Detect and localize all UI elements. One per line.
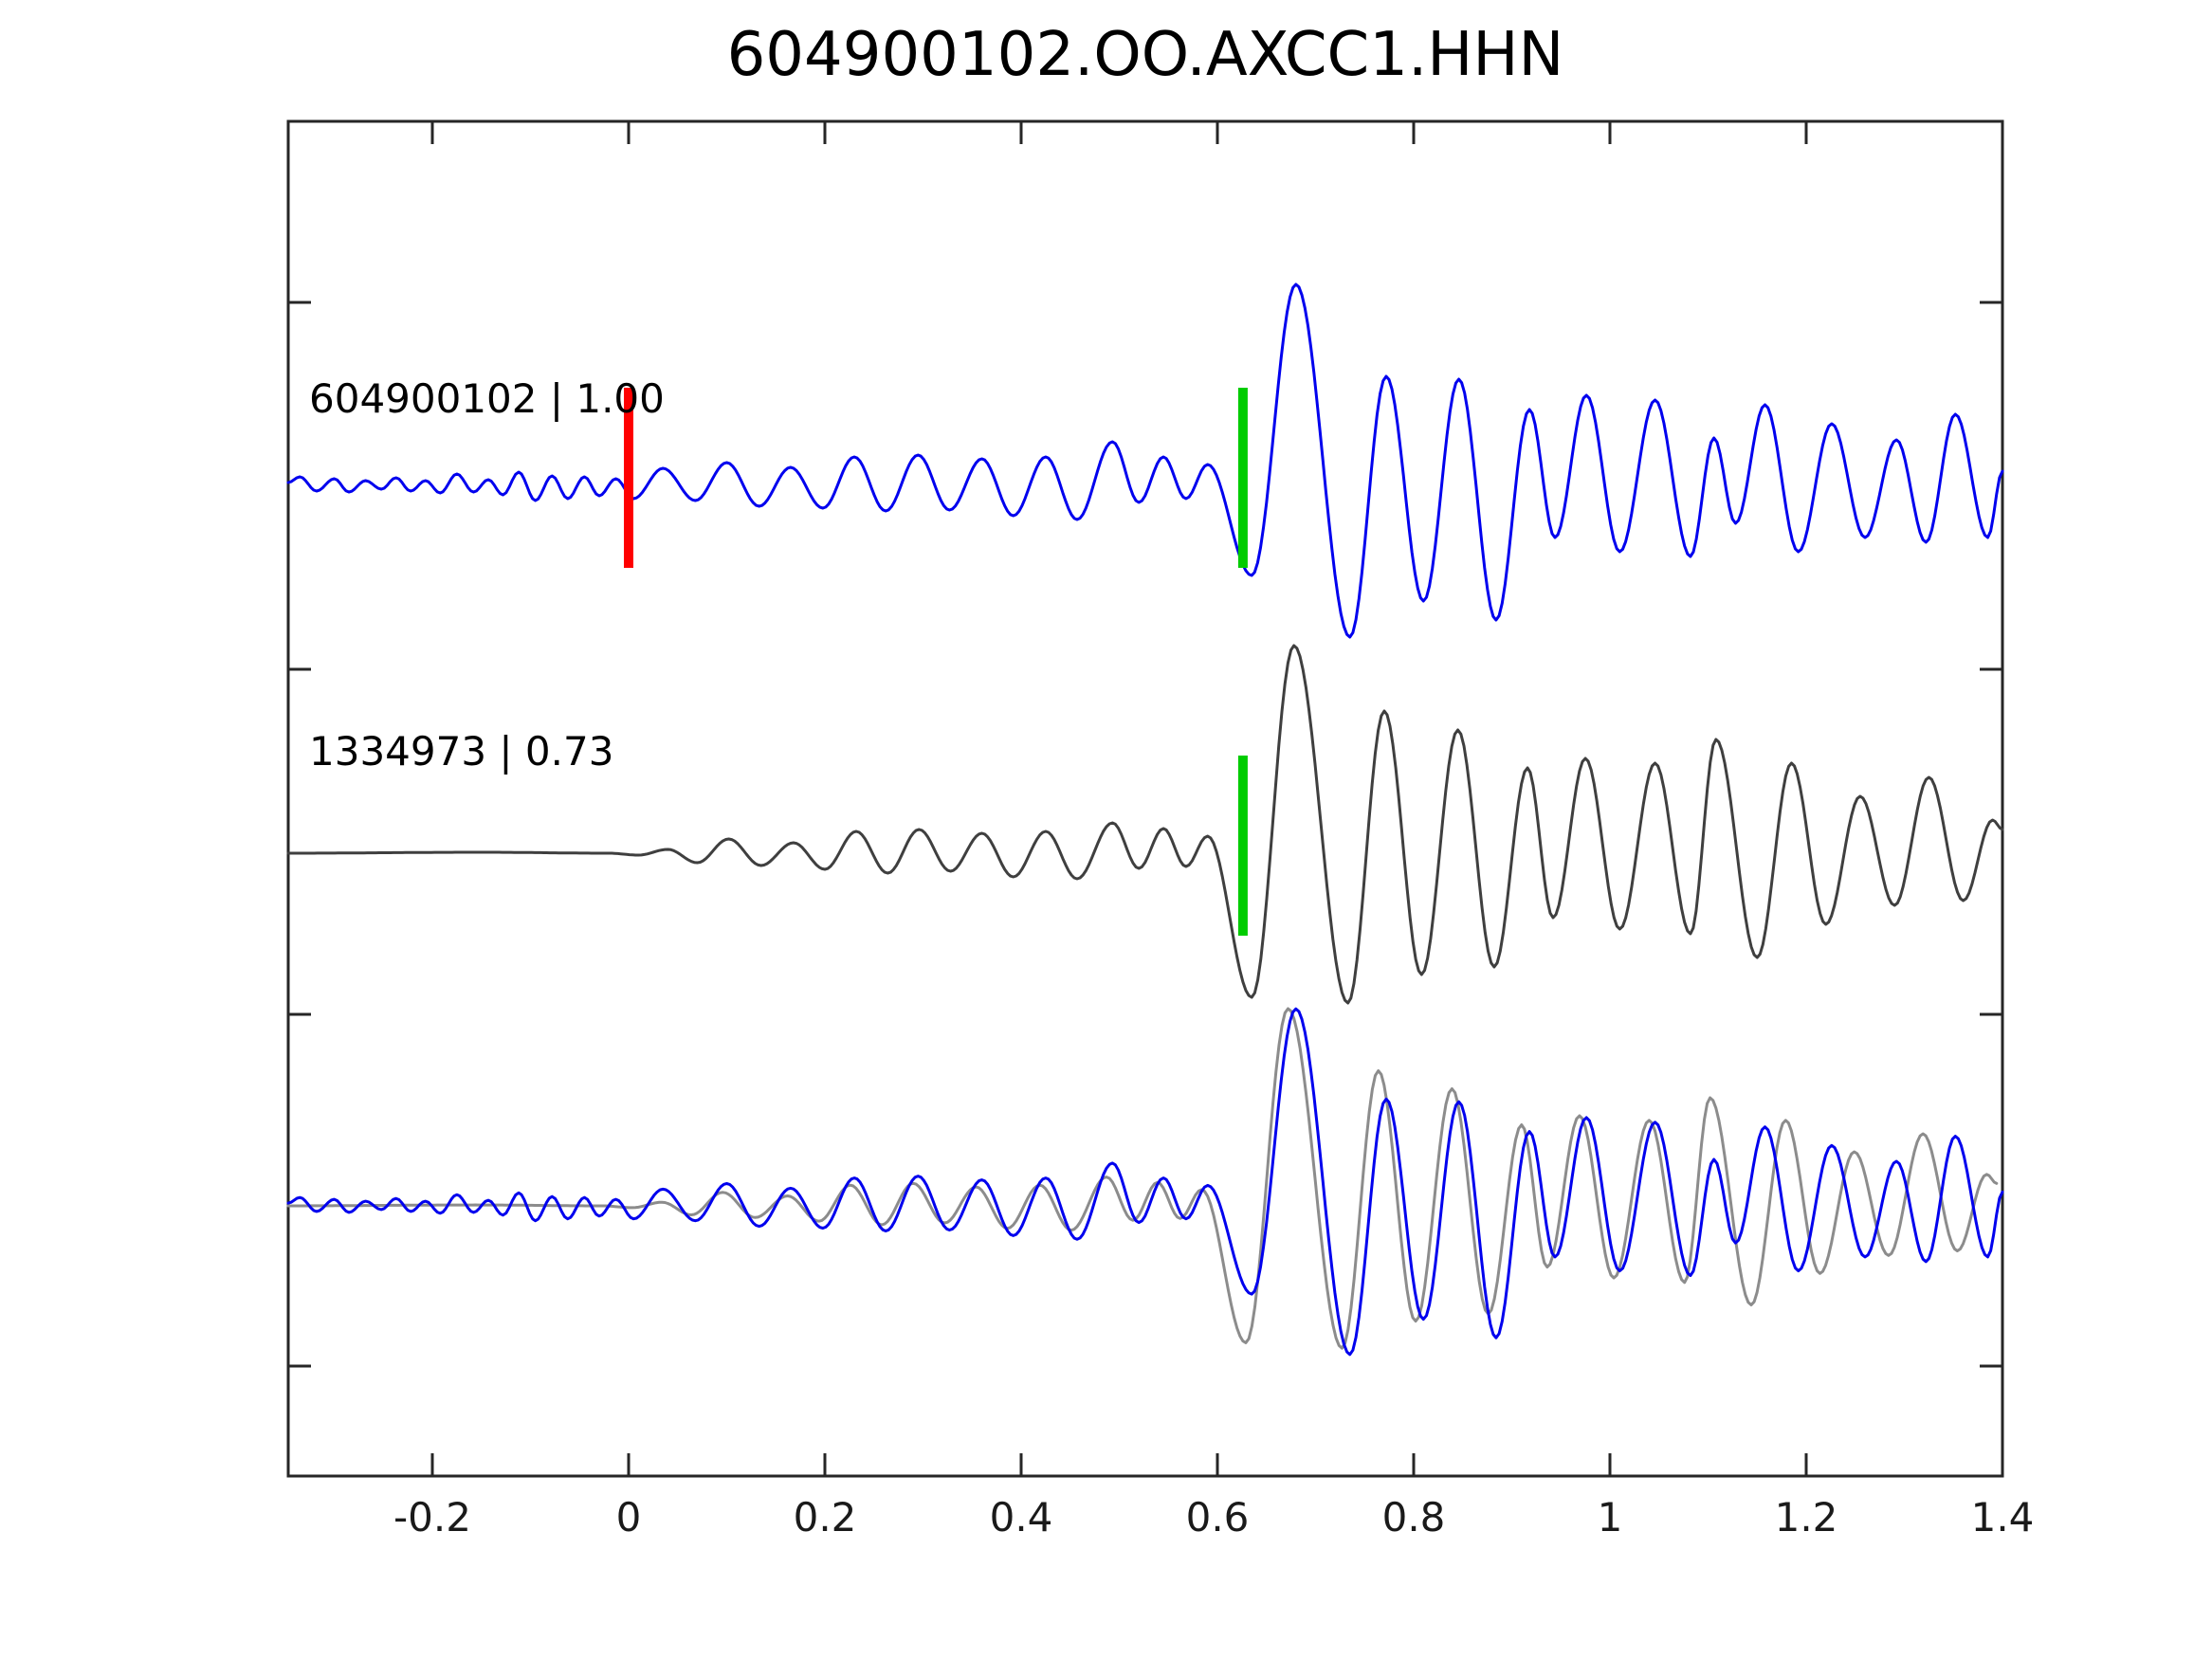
x-tick-label: 1.4: [1970, 1494, 2035, 1540]
x-tick-label: 0.8: [1381, 1494, 1446, 1540]
trace-overlay-template-gray: [286, 1007, 1999, 1350]
x-tick-label: 1.2: [1774, 1494, 1838, 1540]
trace-template-1334973: [286, 644, 2004, 1005]
axes-box: [286, 119, 2004, 1478]
pick-marker-template-start-pick: [624, 388, 633, 568]
page-title: 604900102.OO.AXCC1.HHN: [726, 20, 1564, 90]
pick-marker-phase-pick-template: [1237, 756, 1248, 936]
trace-overlay-detection-blue: [286, 1007, 2004, 1357]
x-tick-label: 0.6: [1185, 1494, 1250, 1540]
x-tick-label: 0.4: [989, 1494, 1053, 1540]
template-trace-label: 1334973 | 0.73: [309, 728, 614, 775]
detection-trace-label: 604900102 | 1.00: [309, 375, 665, 422]
x-tick-label: 1: [1597, 1494, 1623, 1540]
x-tick-label: 0: [615, 1494, 642, 1540]
pick-marker-phase-pick-detection: [1237, 388, 1248, 568]
trace-detection-604900102: [286, 283, 2004, 639]
x-tick-label: 0.2: [793, 1494, 857, 1540]
x-tick-label: -0.2: [393, 1494, 471, 1540]
